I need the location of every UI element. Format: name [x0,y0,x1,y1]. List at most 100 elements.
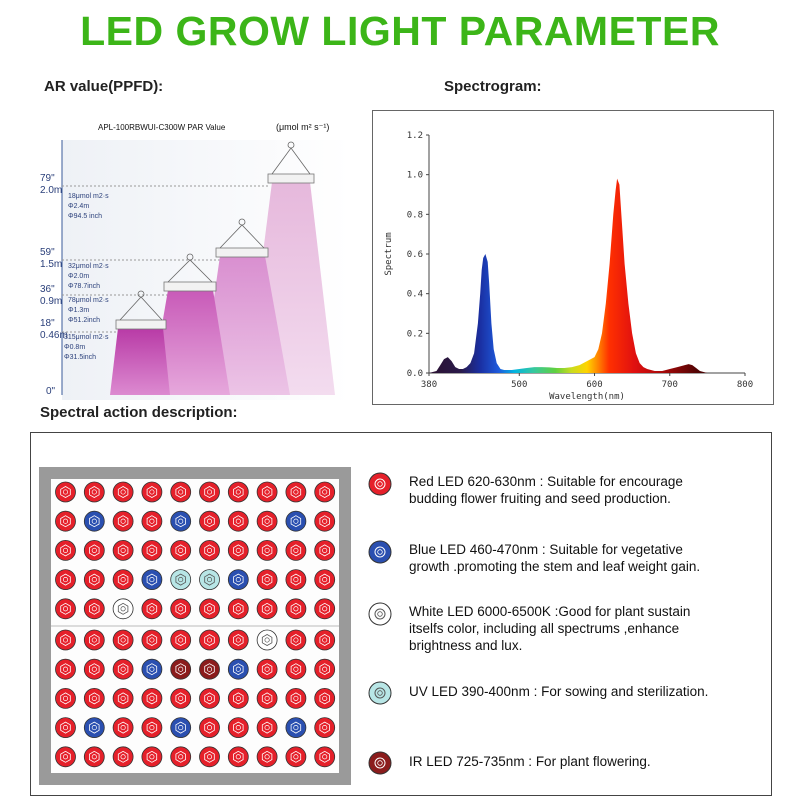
led-red-icon [141,717,163,739]
legend-line: brightness and lux. [409,638,523,653]
x-tick-label: 600 [586,380,602,390]
led-red-icon [227,717,249,739]
led-red-icon [285,598,307,620]
legend-line: Blue LED 460-470nm : Suitable for vegeta… [409,542,683,557]
led-red-icon [170,687,192,709]
led-red-icon [256,687,278,709]
y-tick-label: 0.4 [407,290,423,300]
led-red-icon [199,481,220,503]
led-blue-icon [170,717,192,739]
led-red-icon [256,481,278,503]
led-ir-icon [199,658,220,680]
par-unit-label: (μmol m² s⁻¹) [276,122,330,132]
x-tick-label: 380 [421,380,437,390]
led-red-icon [256,510,278,532]
led-red-icon [55,569,76,590]
led-red-icon [199,629,220,651]
led-red-icon [55,510,76,532]
led-blue-legend-icon [368,540,392,564]
led-blue-icon [83,510,105,532]
led-grid [51,481,339,768]
led-red-icon [112,687,134,709]
led-red-icon [314,540,336,561]
tick-0: 0" [46,386,56,397]
led-red-icon [227,540,249,561]
x-tick-label: 700 [662,380,678,390]
spectrogram-chart: 0.0 0.2 0.4 0.6 0.8 1.0 1.2 380 500 600 700 800 Wave… [372,110,774,405]
led-blue-icon [170,510,192,532]
led-blue-icon [285,717,307,739]
legend-text: Red LED 620-630nm : Suitable for encoura… [409,473,683,507]
led-red-icon [141,687,163,709]
led-legend: Red LED 620-630nm : Suitable for encoura… [361,463,761,793]
led-red-icon [112,510,134,532]
led-red-icon [256,569,278,590]
led-red-icon [112,629,134,651]
led-red-icon [256,746,278,768]
led-red-icon [141,598,163,620]
led-red-icon [55,481,76,503]
legend-line: growth .promoting the stem and leaf weig… [409,559,701,574]
x-tick-label: 800 [737,380,753,390]
page-title: LED GROW LIGHT PARAMETER [80,8,720,54]
led-board-face [51,479,339,773]
y-tick-label: 0.0 [407,369,423,379]
x-tick-label: 500 [511,380,527,390]
led-red-icon [314,629,336,651]
legend-text: IR LED 725-735nm : For plant flowering. [409,753,651,770]
led-red-icon [285,687,307,709]
tick-2m: 79" 2.0m [40,173,63,196]
led-red-icon [83,746,105,768]
led-red-icon [314,746,336,768]
y-tick-label: 1.2 [407,131,423,141]
led-red-icon [285,658,307,680]
led-red-icon [227,629,249,651]
legend-line: IR LED 725-735nm : For plant flowering. [409,754,651,769]
led-red-icon [55,717,76,739]
y-tick-label: 1.0 [407,171,423,181]
led-red-icon [83,540,105,561]
led-red-icon [112,717,134,739]
led-red-icon [170,540,192,561]
led-red-icon [199,746,220,768]
led-red-icon [83,658,105,680]
led-red-icon [55,746,76,768]
led-red-icon [314,510,336,532]
led-red-icon [83,569,105,590]
legend-text: White LED 6000-6500K :Good for plant sus… [409,603,690,654]
led-blue-icon [83,717,105,739]
par-level-78: 78μmol m2·s Φ1.3m Φ51.2inch [68,297,109,324]
led-blue-icon [285,510,307,532]
led-red-icon [256,717,278,739]
led-white-icon [112,598,134,620]
led-blue-icon [141,569,163,590]
led-red-icon [112,746,134,768]
led-blue-icon [141,658,163,680]
led-red-icon [227,598,249,620]
led-red-icon [227,481,249,503]
ppfd-heading: AR value(PPFD): [44,78,164,95]
led-red-icon [83,629,105,651]
led-red-icon [314,481,336,503]
led-red-icon [227,510,249,532]
led-red-icon [314,569,336,590]
led-red-icon [314,687,336,709]
legend-line: budding flower fruiting and seed product… [409,491,671,506]
led-red-icon [314,658,336,680]
legend-line: UV LED 390-400nm : For sowing and steril… [409,684,709,699]
led-red-icon [55,658,76,680]
led-red-icon [112,481,134,503]
led-red-icon [55,687,76,709]
led-red-icon [112,569,134,590]
led-white-icon [256,629,278,651]
led-red-icon [55,598,76,620]
led-blue-icon [227,658,249,680]
par-level-32: 32μmol m2·s Φ2.0m Φ78.7inch [68,263,109,290]
tick-0-46m: 18" 0.46m [40,318,68,341]
led-red-icon [199,510,220,532]
led-red-icon [170,746,192,768]
spectral-action-box: Red LED 620-630nm : Suitable for encoura… [30,432,772,796]
led-red-icon [170,481,192,503]
led-red-icon [112,540,134,561]
y-tick-label: 0.8 [407,210,423,220]
